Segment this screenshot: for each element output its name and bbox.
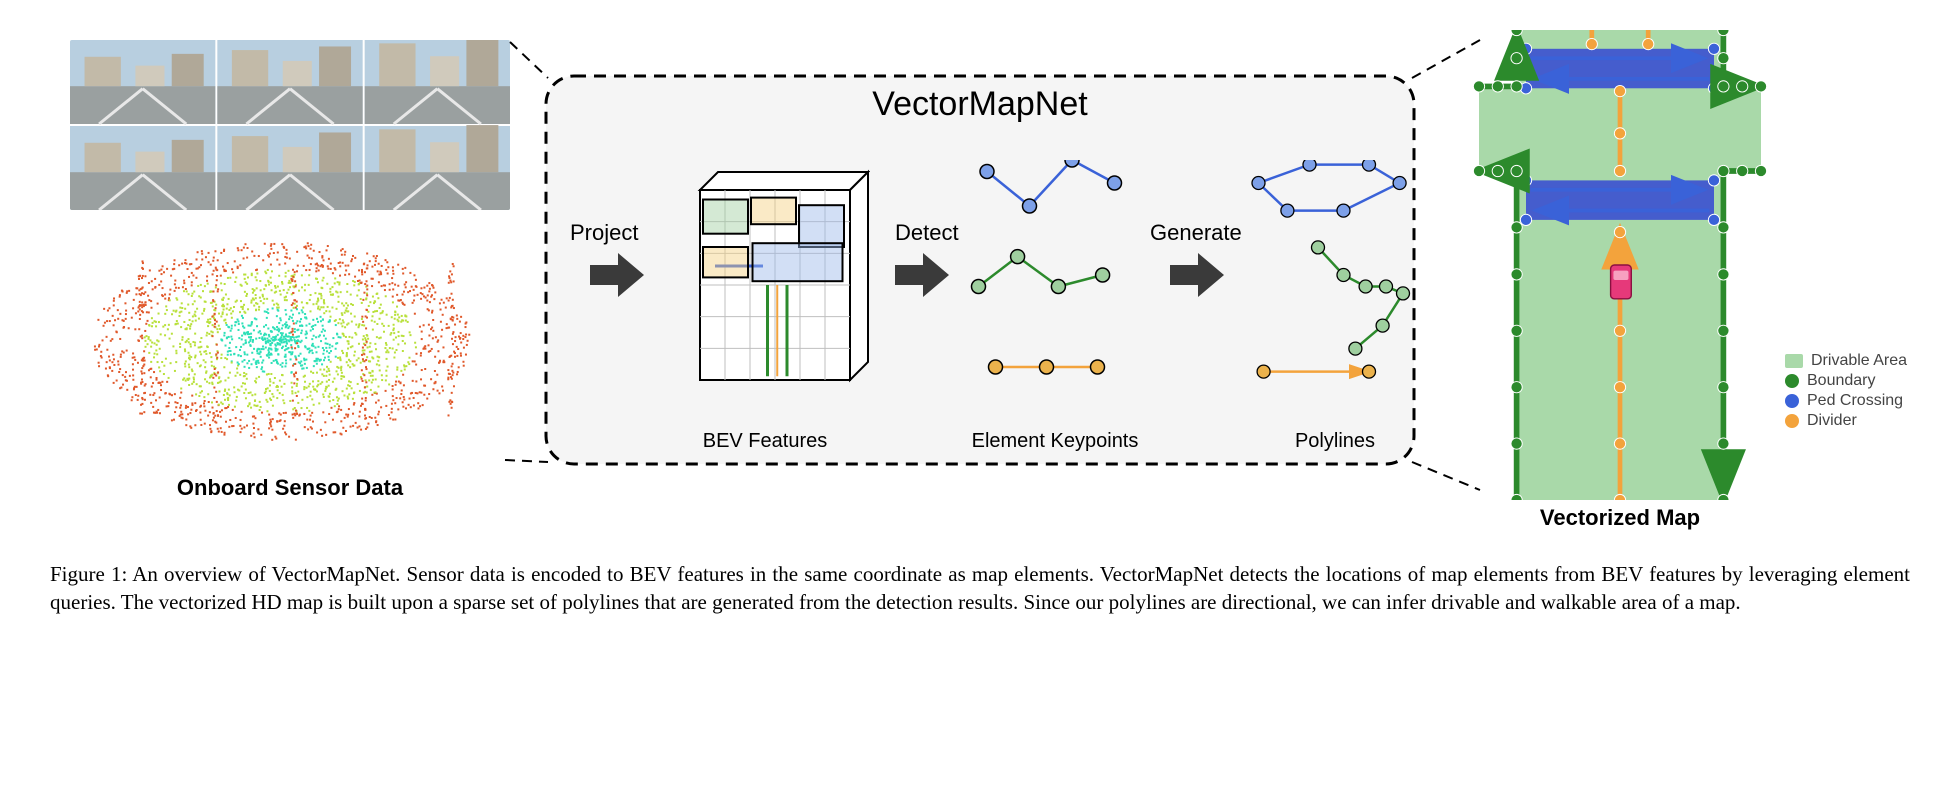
bev-features-block <box>670 150 870 410</box>
vectorized-map <box>1470 30 1770 500</box>
legend-item: Boundary <box>1785 372 1907 390</box>
legend-item: Drivable Area <box>1785 352 1907 370</box>
figure-caption: Figure 1: An overview of VectorMapNet. S… <box>50 560 1910 617</box>
polylines-block <box>1250 160 1420 390</box>
polylines-label: Polylines <box>1250 430 1420 453</box>
bev-features-label: BEV Features <box>655 430 875 453</box>
legend-swatch <box>1785 394 1799 408</box>
element-keypoints-label: Element Keypoints <box>930 430 1180 453</box>
legend-label: Boundary <box>1807 372 1876 390</box>
legend: Drivable Area Boundary Ped Crossing Divider <box>1785 350 1907 432</box>
figure-graphic: Onboard Sensor Data VectorMapNet Project… <box>50 30 1910 550</box>
figure-container: Onboard Sensor Data VectorMapNet Project… <box>50 30 1910 617</box>
legend-swatch <box>1785 354 1803 368</box>
legend-label: Drivable Area <box>1811 352 1907 370</box>
legend-swatch <box>1785 374 1799 388</box>
element-keypoints-block <box>970 160 1140 390</box>
legend-label: Ped Crossing <box>1807 392 1903 410</box>
legend-swatch <box>1785 414 1799 428</box>
vectorized-map-label: Vectorized Map <box>1470 505 1770 531</box>
legend-item: Divider <box>1785 412 1907 430</box>
legend-label: Divider <box>1807 412 1857 430</box>
legend-item: Ped Crossing <box>1785 392 1907 410</box>
